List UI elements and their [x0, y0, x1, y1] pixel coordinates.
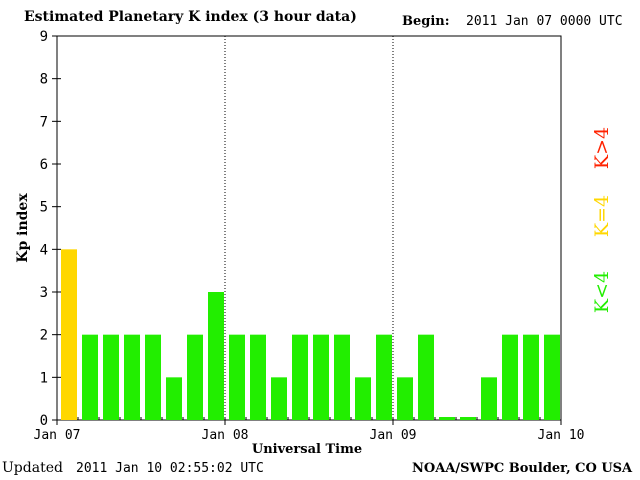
begin-value: 2011 Jan 07 0000 UTC	[466, 14, 623, 29]
x-tick-label: Jan 09	[370, 428, 417, 443]
kp-bar	[355, 377, 371, 420]
kp-bar	[397, 377, 413, 420]
kp-bar	[145, 334, 161, 420]
legend-k-above-4: K>4	[591, 127, 613, 169]
kp-bar	[544, 334, 560, 420]
y-tick-label: 2	[40, 328, 48, 344]
y-tick-label: 0	[40, 413, 48, 429]
kp-bar	[460, 417, 476, 420]
kp-bar	[418, 334, 434, 420]
x-tick-label: Jan 08	[202, 428, 249, 443]
bars-layer	[61, 249, 560, 420]
y-tick-label: 3	[40, 285, 48, 301]
x-tick-label: Jan 07	[34, 428, 81, 443]
updated-value: 2011 Jan 10 02:55:02 UTC	[76, 461, 264, 476]
credit-text: NOAA/SWPC Boulder, CO USA	[412, 461, 633, 476]
y-axis-label: Kp index	[15, 193, 31, 263]
y-tick-label: 8	[40, 72, 48, 88]
kp-bar	[82, 334, 98, 420]
legend-k-equal-4: K=4	[591, 195, 613, 237]
plot-frame	[56, 35, 562, 421]
kp-bar	[250, 334, 266, 420]
kp-bar	[187, 334, 203, 420]
kp-bar	[523, 334, 539, 420]
y-tick-label: 7	[40, 114, 48, 130]
kp-bar	[166, 377, 182, 420]
plot-area	[56, 35, 562, 421]
y-tick-label: 6	[40, 157, 48, 173]
chart-title: Estimated Planetary K index (3 hour data…	[24, 9, 357, 25]
kp-bar	[229, 334, 245, 420]
kp-bar	[292, 334, 308, 420]
kp-bar	[481, 377, 497, 420]
kp-bar	[61, 249, 77, 420]
y-tick-label: 1	[40, 370, 48, 386]
kp-bar	[502, 334, 518, 420]
kp-bar	[208, 292, 224, 420]
updated-label: Updated	[2, 460, 63, 476]
y-tick-label: 4	[40, 242, 48, 258]
kp-bar	[103, 334, 119, 420]
x-axis-label: Universal Time	[252, 442, 362, 457]
legend-k-below-4: K<4	[591, 271, 613, 313]
y-tick-label: 5	[40, 200, 48, 216]
kp-bar	[124, 334, 140, 420]
kp-bar	[334, 334, 350, 420]
kp-bar	[376, 334, 392, 420]
kp-bar	[439, 417, 455, 420]
axis-layer: 0 1 2 3 4 5 6 7 8 9 Jan 07 Jan 08 Jan 09 Jan 10	[34, 29, 585, 443]
x-tick-label: Jan 10	[538, 428, 585, 443]
kp-bar	[271, 377, 287, 420]
grid-layer	[224, 36, 394, 420]
kp-bar	[313, 334, 329, 420]
begin-label: Begin:	[402, 14, 450, 29]
y-tick-label: 9	[40, 29, 48, 45]
